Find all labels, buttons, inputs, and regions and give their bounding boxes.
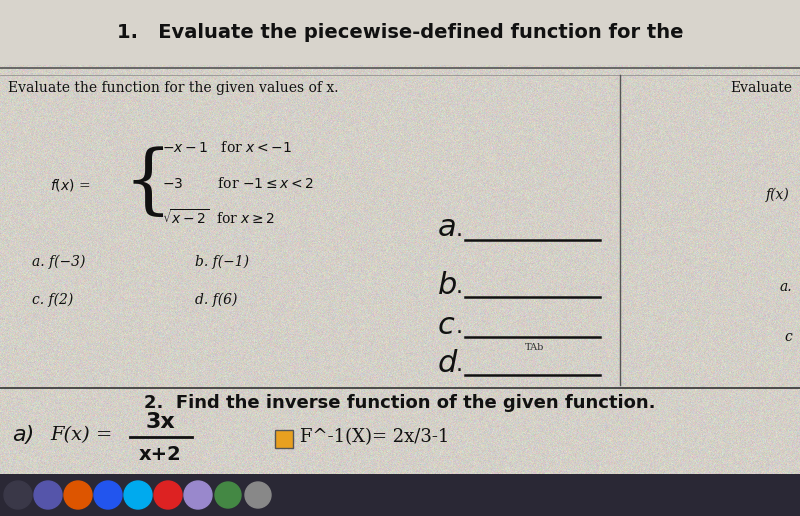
Text: a): a) [12,425,34,445]
Circle shape [94,481,122,509]
Text: $-3$        for $-1 \leq x < 2$: $-3$ for $-1 \leq x < 2$ [162,175,314,190]
Text: c. f(2): c. f(2) [32,293,74,307]
Text: a. f(−3): a. f(−3) [32,255,86,269]
Text: .: . [456,317,463,337]
Text: .: . [456,355,463,375]
Text: $f(x)$ =: $f(x)$ = [50,177,90,193]
Text: c: c [438,311,454,340]
Text: b. f(−1): b. f(−1) [195,255,249,269]
Text: $-x-1$   for $x < -1$: $-x-1$ for $x < -1$ [162,140,292,155]
Circle shape [154,481,182,509]
Text: b: b [438,270,458,299]
Text: Evaluate the function for the given values of x.: Evaluate the function for the given valu… [8,81,338,95]
Text: c: c [784,330,792,344]
Circle shape [64,481,92,509]
Text: 3x: 3x [145,412,175,432]
Text: .: . [456,277,463,297]
Text: a: a [438,214,457,243]
Text: .: . [456,220,463,240]
Text: 2.  Find the inverse function of the given function.: 2. Find the inverse function of the give… [144,394,656,412]
Text: Evaluate: Evaluate [730,81,792,95]
Text: F^-1(X)= 2x/3-1: F^-1(X)= 2x/3-1 [300,428,450,446]
Text: $\sqrt{x-2}$  for $x \geq 2$: $\sqrt{x-2}$ for $x \geq 2$ [162,208,275,228]
FancyBboxPatch shape [275,430,293,448]
Text: TAb: TAb [526,344,545,352]
Bar [0,474,800,516]
Circle shape [4,481,32,509]
Text: d: d [438,348,458,378]
Text: x+2: x+2 [138,445,182,464]
Text: {: { [124,146,172,220]
Text: 1.   Evaluate the piecewise-defined function for the: 1. Evaluate the piecewise-defined functi… [117,23,683,41]
Circle shape [245,482,271,508]
Circle shape [215,482,241,508]
Text: f(x): f(x) [766,188,790,202]
Circle shape [34,481,62,509]
Text: F(x) =: F(x) = [50,426,112,444]
Text: d. f(6): d. f(6) [195,293,238,307]
Text: a.: a. [779,280,792,294]
Circle shape [184,481,212,509]
Circle shape [124,481,152,509]
Bar [0,0,800,65]
